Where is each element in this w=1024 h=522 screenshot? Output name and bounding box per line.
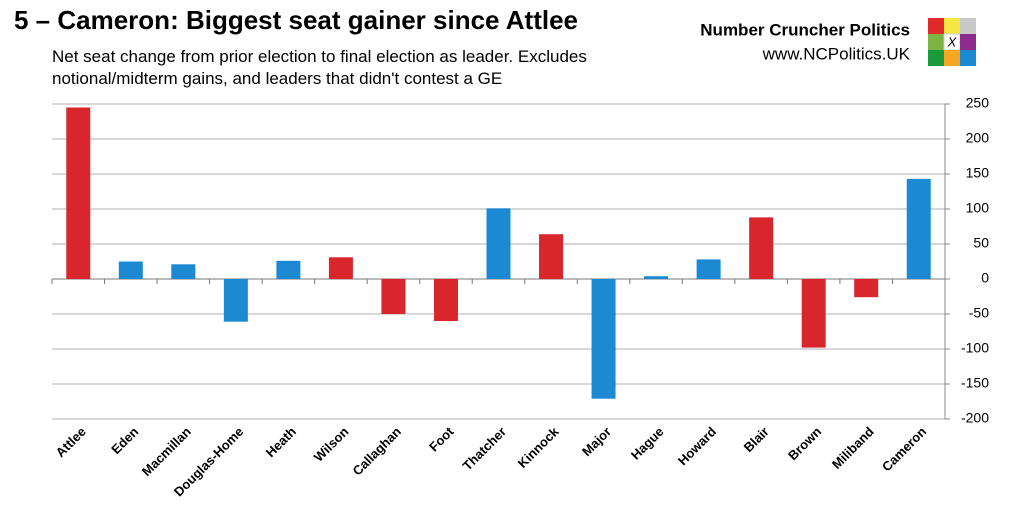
- x-tick-label: Eden: [108, 424, 141, 457]
- x-tick-label: Attlee: [53, 424, 89, 460]
- bar: [66, 107, 91, 279]
- bar: [644, 276, 669, 279]
- bar: [486, 208, 511, 279]
- website: www.NCPolitics.UK: [762, 44, 911, 63]
- y-tick-label: 150: [966, 165, 990, 181]
- brand: Number Cruncher Politics: [700, 20, 910, 39]
- x-tick-label: Kinnock: [515, 423, 562, 470]
- x-tick-label: Foot: [426, 423, 457, 454]
- bar: [906, 178, 931, 279]
- x-tick-label: Thatcher: [460, 424, 509, 473]
- bar: [433, 279, 458, 321]
- y-tick-label: 100: [966, 200, 990, 216]
- y-tick-label: 200: [966, 130, 990, 146]
- bar: [591, 279, 616, 399]
- x-tick-label: Heath: [263, 424, 299, 460]
- bar: [381, 279, 406, 314]
- x-tick-label: Howard: [675, 424, 719, 468]
- x-tick-label: Major: [579, 424, 614, 459]
- x-tick-label: Blair: [741, 424, 772, 455]
- x-tick-label: Wilson: [311, 424, 352, 465]
- bar: [328, 257, 353, 279]
- y-tick-label: -150: [961, 375, 989, 391]
- x-tick-label: Brown: [785, 424, 824, 463]
- y-tick-label: -100: [961, 340, 989, 356]
- bar: [539, 234, 564, 279]
- bar: [171, 264, 196, 279]
- y-tick-label: 250: [966, 95, 990, 111]
- x-tick-label: Macmillan: [139, 424, 194, 479]
- bar: [223, 279, 248, 322]
- y-tick-label: -200: [961, 410, 989, 426]
- y-tick-label: 0: [981, 270, 989, 286]
- x-tick-label: Cameron: [879, 424, 929, 474]
- bar: [801, 279, 826, 348]
- chart-title: 5 – Cameron: Biggest seat gainer since A…: [14, 5, 578, 35]
- logo-mark: X: [947, 34, 958, 49]
- bar: [854, 279, 879, 298]
- x-tick-label: Hague: [628, 424, 667, 463]
- x-tick-label: Miliband: [829, 424, 877, 472]
- bar: [696, 259, 721, 279]
- x-tick-label: Callaghan: [349, 424, 404, 479]
- y-tick-label: 50: [973, 235, 989, 251]
- logo: X: [928, 18, 976, 66]
- bar: [118, 261, 143, 279]
- bar: [276, 260, 301, 279]
- y-tick-label: -50: [969, 305, 989, 321]
- bar: [749, 217, 774, 279]
- chart-subtitle: Net seat change from prior election to f…: [52, 47, 587, 88]
